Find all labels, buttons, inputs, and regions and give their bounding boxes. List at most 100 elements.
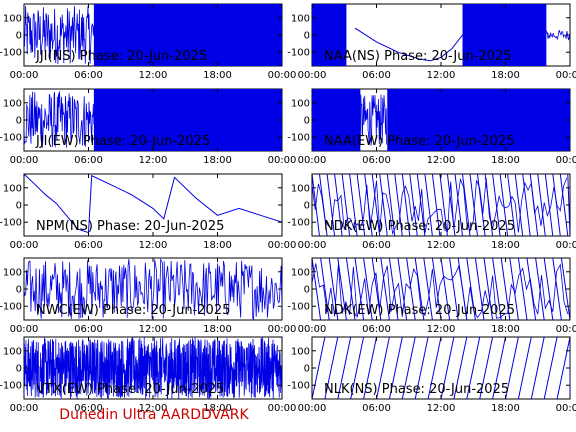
y-tick-label: 0: [16, 364, 22, 375]
panel-title: JJI(EW) Phase: 20-Jun-2025: [35, 134, 210, 149]
x-tick-label: 00:00: [268, 155, 297, 166]
dense-band: [312, 4, 347, 66]
panel-9: 100 0 -100 00:00 06:00 12:00 18:00 00:00 VTX(EW)…: [0, 336, 297, 414]
signal-layer: [312, 258, 570, 320]
y-tick-label: -100: [0, 218, 22, 229]
x-tick-label: 06:00: [74, 70, 103, 81]
panel-3: 100 0 -100 00:00 06:00 12:00 18:00 00:00 JJI(EW)…: [0, 88, 297, 166]
panel-2: 100 0 -100 00:00 06:00 12:00 18:00 00:00 NAA(NS)…: [287, 3, 576, 81]
y-tick-label: 100: [291, 98, 310, 109]
x-tick-label: 18:00: [203, 324, 232, 335]
dense-band: [387, 89, 570, 151]
panels-layer: 100 0 -100 00:00 06:00 12:00 18:00 00:00 JJI(NS)…: [0, 3, 576, 414]
x-tick-label: 00:00: [298, 155, 327, 166]
panel-title: NWC(EW) Phase: 20-Jun-2025: [36, 303, 230, 318]
dense-band: [462, 4, 547, 66]
x-tick-label: 06:00: [362, 324, 391, 335]
x-tick-label: 00:00: [10, 240, 39, 251]
x-tick-label: 00:00: [298, 324, 327, 335]
x-tick-label: 00:00: [556, 403, 576, 414]
x-tick-label: 00:00: [10, 155, 39, 166]
y-tick-label: 0: [304, 364, 310, 375]
noise-trace: [24, 258, 282, 320]
y-tick-label: -100: [0, 48, 22, 59]
noise-trace: [312, 263, 569, 319]
dense-band: [312, 89, 361, 151]
x-tick-label: 06:00: [362, 240, 391, 251]
x-tick-label: 12:00: [139, 240, 168, 251]
x-tick-label: 06:00: [74, 155, 103, 166]
y-tick-label: 0: [304, 116, 310, 127]
y-tick-label: 100: [3, 267, 22, 278]
y-tick-label: 100: [291, 346, 310, 357]
x-tick-label: 00:00: [556, 155, 576, 166]
x-tick-label: 00:00: [10, 70, 39, 81]
x-tick-label: 00:00: [268, 403, 297, 414]
panel-title: NDK(EW) Phase: 20-Jun-2025: [324, 219, 515, 234]
panel-4: 100 0 -100 00:00 06:00 12:00 18:00 00:00 NAA(EW)…: [287, 88, 576, 166]
signal-layer: [24, 4, 282, 66]
x-tick-label: 00:00: [556, 70, 576, 81]
y-tick-label: 0: [16, 201, 22, 212]
noise-trace: [546, 29, 570, 41]
sawtooth-trace: [312, 337, 570, 399]
signal-layer: [24, 174, 282, 234]
dense-band: [93, 89, 282, 151]
signal-layer: [312, 89, 570, 151]
y-tick-label: 100: [291, 13, 310, 24]
noise-trace: [24, 91, 95, 148]
signal-layer: [312, 337, 570, 399]
noise-trace: [360, 94, 388, 146]
plot-frame: [23, 173, 283, 237]
panel-10: 100 0 -100 00:00 06:00 12:00 18:00 00:00 NLK(NS)…: [287, 336, 576, 414]
panel-8: 100 0 -100 00:00 06:00 12:00 18:00 00:00 NDK(EW)…: [287, 257, 576, 335]
panel-title: NAA(EW) Phase: 20-Jun-2025: [324, 134, 515, 149]
x-tick-label: 12:00: [139, 70, 168, 81]
x-tick-label: 06:00: [74, 324, 103, 335]
y-tick-label: 0: [16, 116, 22, 127]
y-tick-label: 100: [3, 98, 22, 109]
x-tick-label: 18:00: [491, 70, 520, 81]
panel-1: 100 0 -100 00:00 06:00 12:00 18:00 00:00 JJI(NS)…: [0, 3, 297, 81]
y-tick-label: -100: [0, 381, 22, 392]
y-tick-label: 100: [3, 13, 22, 24]
x-tick-label: 00:00: [268, 240, 297, 251]
x-tick-label: 06:00: [74, 240, 103, 251]
y-tick-label: 0: [304, 31, 310, 42]
footer-label: Dunedin Ultra AARDDVARK: [59, 407, 249, 423]
y-tick-label: -100: [287, 48, 310, 59]
x-tick-label: 12:00: [427, 403, 456, 414]
signal-layer: [312, 4, 570, 66]
plot-frame: [311, 336, 571, 400]
y-tick-label: -100: [287, 133, 310, 144]
y-tick-label: -100: [287, 381, 310, 392]
panel-6: 100 0 -100 00:00 06:00 12:00 18:00 00:00 NDK(EW)…: [287, 173, 576, 251]
x-tick-label: 18:00: [203, 403, 232, 414]
noise-trace: [312, 177, 568, 235]
x-tick-label: 00:00: [268, 70, 297, 81]
y-tick-label: 0: [304, 285, 310, 296]
x-tick-label: 12:00: [139, 324, 168, 335]
x-tick-label: 18:00: [491, 324, 520, 335]
x-tick-label: 18:00: [491, 240, 520, 251]
x-tick-label: 12:00: [427, 324, 456, 335]
x-tick-label: 06:00: [362, 70, 391, 81]
x-tick-label: 18:00: [491, 155, 520, 166]
x-tick-label: 12:00: [427, 240, 456, 251]
x-tick-label: 00:00: [298, 403, 327, 414]
y-tick-label: -100: [287, 218, 310, 229]
y-tick-label: -100: [0, 133, 22, 144]
y-tick-label: 100: [3, 183, 22, 194]
x-tick-label: 00:00: [268, 324, 297, 335]
x-tick-label: 12:00: [427, 155, 456, 166]
x-tick-label: 06:00: [362, 155, 391, 166]
y-tick-label: 0: [16, 31, 22, 42]
panel-title: NAA(NS) Phase: 20-Jun-2025: [324, 49, 512, 64]
panel-title: NDK(EW) Phase: 20-Jun-2025: [324, 303, 515, 318]
signal-layer: [312, 174, 570, 236]
x-tick-label: 00:00: [10, 403, 39, 414]
panel-title: NPM(NS) Phase: 20-Jun-2025: [36, 219, 224, 234]
y-tick-label: 0: [304, 201, 310, 212]
x-tick-label: 18:00: [203, 70, 232, 81]
panel-title: NLK(NS) Phase: 20-Jun-2025: [324, 382, 509, 397]
